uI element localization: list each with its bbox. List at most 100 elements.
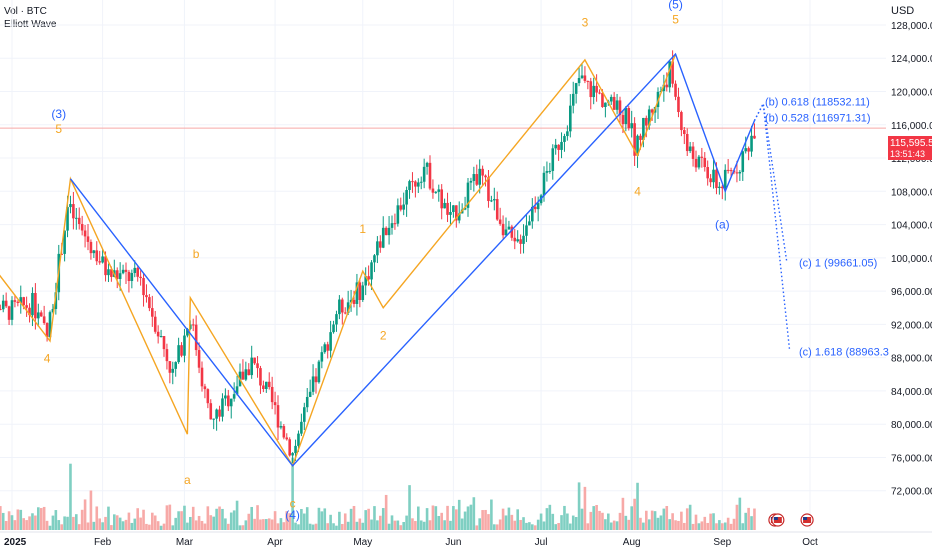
candle-body	[510, 226, 514, 238]
volume-bar	[703, 516, 707, 530]
candle-body	[414, 181, 417, 187]
volume-indicator-label[interactable]: Vol · BTC	[4, 6, 47, 17]
volume-bar	[241, 525, 245, 530]
candle-body	[621, 115, 625, 125]
volume-bar	[60, 524, 63, 530]
candle-body	[259, 368, 262, 386]
volume-bar	[51, 515, 55, 530]
candle-body	[469, 180, 473, 183]
volume-bar	[706, 522, 709, 530]
volume-bar	[683, 522, 686, 530]
volume-bar	[13, 520, 17, 530]
candle-body	[393, 223, 397, 225]
candle-body	[224, 395, 227, 399]
candle-body	[472, 174, 476, 181]
candle-body	[209, 403, 213, 420]
volume-bar	[305, 507, 309, 530]
candle-body	[428, 162, 432, 189]
volume-bar	[493, 524, 496, 530]
volume-bar	[647, 519, 651, 530]
candle-body	[297, 433, 300, 446]
candle-body	[92, 250, 96, 254]
volume-bar	[200, 520, 204, 530]
volume-bar	[531, 524, 534, 530]
candle-body	[1, 300, 5, 310]
volume-bar	[235, 500, 239, 530]
candle-body	[124, 269, 128, 272]
candle-body	[691, 146, 695, 159]
candle-body	[241, 371, 245, 380]
candle-body	[139, 276, 142, 279]
x-tick-label: Aug	[623, 537, 641, 548]
volume-bar	[124, 519, 128, 530]
volume-bar	[45, 520, 49, 530]
candle-body	[744, 148, 747, 152]
volume-bar	[481, 510, 484, 530]
candle-body	[171, 368, 175, 373]
candle-body	[282, 426, 286, 438]
y-tick-label: 96,000.00	[891, 287, 932, 298]
volume-bar	[615, 521, 619, 530]
candle-body	[308, 391, 312, 397]
volume-bar	[379, 515, 382, 530]
volume-bar	[107, 506, 110, 530]
x-tick-label: Jun	[445, 537, 461, 548]
volume-bar	[317, 507, 321, 530]
volume-bar	[267, 518, 271, 530]
candle-body	[612, 96, 616, 110]
candle-body	[136, 267, 139, 277]
wave-label: 3	[582, 16, 589, 30]
candle-body	[145, 295, 148, 298]
volume-bar	[259, 519, 262, 530]
volume-bar	[718, 520, 721, 530]
candle-body	[265, 381, 268, 390]
candle-body	[133, 267, 137, 274]
candle-body	[221, 398, 224, 417]
volume-bars	[0, 457, 756, 530]
candle-body	[244, 369, 248, 380]
volume-bar	[393, 520, 397, 530]
candle-body	[384, 227, 388, 236]
candle-body	[288, 439, 291, 456]
volume-bar	[671, 513, 674, 530]
volume-bar	[586, 523, 590, 530]
candle-body	[639, 135, 642, 140]
volume-bar	[311, 524, 315, 530]
candle-body	[364, 276, 367, 286]
candle-body	[718, 186, 721, 189]
volume-bar	[490, 499, 493, 530]
wave-label: 4	[44, 352, 51, 366]
volume-bar	[405, 515, 408, 530]
candle-body	[80, 224, 84, 231]
flag-canton	[773, 517, 778, 520]
candle-body	[381, 227, 385, 248]
candle-body	[156, 331, 160, 337]
candle-body	[478, 168, 481, 185]
volume-bar	[668, 519, 671, 530]
candle-body	[42, 316, 46, 324]
volume-bar	[57, 520, 61, 530]
volume-bar	[735, 504, 739, 530]
volume-bar	[750, 516, 753, 530]
wave-label: c	[290, 496, 296, 510]
volume-bar	[522, 517, 525, 530]
candle-body	[121, 269, 125, 274]
candle-body	[191, 324, 195, 326]
volume-bar	[729, 523, 733, 530]
volume-bar	[39, 508, 43, 530]
volume-bar	[694, 514, 698, 530]
candle-body	[314, 376, 318, 383]
volume-bar	[75, 514, 78, 530]
volume-bar	[101, 522, 104, 530]
volume-bar	[592, 506, 595, 530]
candle-body	[490, 200, 493, 202]
candle-body	[232, 394, 236, 399]
volume-bar	[738, 497, 742, 530]
candle-body	[329, 332, 332, 351]
candle-body	[513, 237, 517, 242]
candle-body	[457, 213, 461, 221]
volume-bar	[744, 512, 747, 530]
candle-body	[750, 135, 753, 152]
candle-body	[200, 367, 204, 387]
